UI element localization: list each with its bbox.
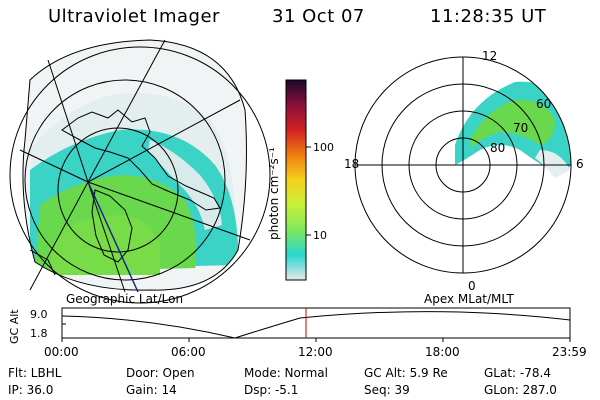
mlt-label-18: 18 [344, 157, 359, 171]
left-map-label: Geographic Lat/Lon [66, 292, 184, 306]
altitude-ylabel: GC Alt [8, 309, 21, 344]
date-label: 31 Oct 07 [272, 6, 365, 27]
info-flt: Flt: LBHL [8, 366, 62, 380]
colorbar-tick-10: 10 [313, 229, 327, 242]
colorbar-unit-label: photon cm⁻²s⁻¹ [267, 147, 281, 240]
info-glat: GLat: -78.4 [484, 366, 551, 380]
info-gain: Gain: 14 [126, 383, 177, 397]
time-label: 11:28:35 UT [430, 6, 547, 27]
lat-label-70: 70 [513, 121, 528, 135]
time-tick-3: 18:00 [425, 345, 460, 359]
info-door: Door: Open [126, 366, 195, 380]
altitude-plot: GC Alt 9.0 1.8 [8, 307, 571, 344]
info-seq: Seq: 39 [364, 383, 410, 397]
time-tick-4: 23:59 [552, 345, 587, 359]
right-polar-map: 12 18 6 0 60 70 80 [344, 49, 584, 293]
info-mode: Mode: Normal [244, 366, 328, 380]
polar-aurora-bright [470, 99, 555, 148]
time-tick-2: 12:00 [298, 345, 333, 359]
colorbar-tick-100: 100 [313, 141, 334, 154]
instrument-title: Ultraviolet Imager [48, 6, 220, 27]
info-dsp: Dsp: -5.1 [244, 383, 299, 397]
info-glon: GLon: 287.0 [484, 383, 557, 397]
time-tick-1: 06:00 [171, 345, 206, 359]
mlt-label-12: 12 [482, 49, 497, 63]
info-gc-alt: GC Alt: 5.9 Re [364, 366, 448, 380]
mlt-label-6: 6 [576, 157, 584, 171]
mlt-label-0: 0 [468, 279, 476, 293]
time-tick-0: 00:00 [44, 345, 79, 359]
colorbar: 100 10 photon cm⁻²s⁻¹ [267, 79, 334, 281]
lat-label-60: 60 [536, 97, 551, 111]
lat-label-80: 80 [490, 141, 505, 155]
right-map-label: Apex MLat/MLT [424, 292, 514, 306]
left-map [9, 39, 271, 304]
info-ip: IP: 36.0 [8, 383, 54, 397]
altitude-ytick-1: 1.8 [30, 327, 48, 340]
altitude-ytick-9: 9.0 [30, 308, 48, 321]
